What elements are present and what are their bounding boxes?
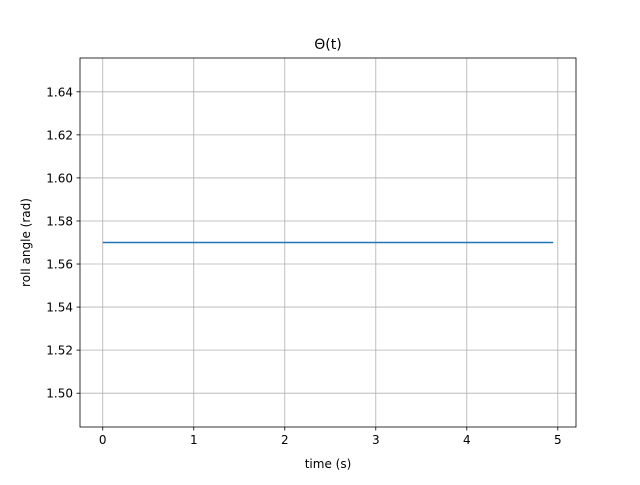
x-tick-label: 2	[281, 433, 289, 447]
y-tick-label: 1.50	[46, 387, 73, 401]
y-tick-label: 1.56	[46, 258, 73, 272]
y-axis-label: roll angle (rad)	[19, 198, 33, 287]
x-axis-label: time (s)	[305, 457, 352, 471]
x-axis-ticks: 0 1 2 3 4 5	[99, 427, 562, 447]
y-tick-label: 1.62	[46, 128, 73, 142]
x-tick-label: 3	[372, 433, 380, 447]
x-tick-label: 0	[99, 433, 107, 447]
axes-frame	[79, 57, 577, 428]
chart-title: Θ(t)	[314, 37, 341, 53]
x-tick-label: 5	[554, 433, 562, 447]
x-tick-label: 1	[190, 433, 198, 447]
y-tick-label: 1.58	[46, 214, 73, 228]
y-tick-label: 1.60	[46, 171, 73, 185]
y-axis-ticks: 1.50 1.52 1.54 1.56 1.58 1.60 1.62 1.64	[46, 85, 80, 401]
y-tick-label: 1.54	[46, 301, 73, 315]
y-tick-label: 1.52	[46, 344, 73, 358]
x-tick-label: 4	[463, 433, 471, 447]
grid	[80, 58, 576, 427]
y-tick-label: 1.64	[46, 85, 73, 99]
